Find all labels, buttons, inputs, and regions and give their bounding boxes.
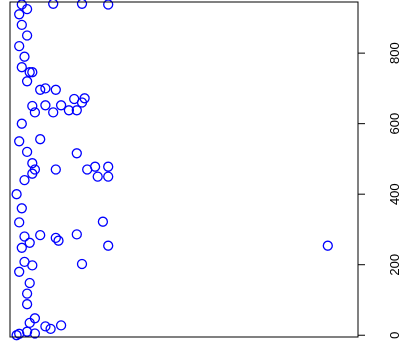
y-tick-label: 0 <box>387 332 402 339</box>
data-point <box>103 240 114 251</box>
data-point <box>71 229 82 240</box>
data-point <box>35 84 46 95</box>
data-point <box>35 134 46 145</box>
data-point <box>97 216 109 227</box>
data-point <box>71 105 82 116</box>
data-point <box>27 100 38 112</box>
data-point <box>29 328 41 339</box>
data-point <box>76 258 88 270</box>
data-point <box>63 105 75 116</box>
data-point <box>48 0 59 9</box>
data-point <box>103 161 114 172</box>
data-point <box>14 136 25 147</box>
data-point <box>50 164 61 175</box>
data-point <box>27 260 38 271</box>
data-point <box>14 266 25 277</box>
data-point <box>16 118 27 129</box>
y-tick-label: 400 <box>387 183 402 205</box>
data-point <box>19 231 30 242</box>
data-point <box>55 100 67 111</box>
data-point <box>27 67 38 78</box>
y-tick-label: 200 <box>387 254 402 276</box>
data-point <box>16 19 27 31</box>
data-point <box>55 320 67 331</box>
y-tick-label: 800 <box>387 42 402 64</box>
data-point <box>14 40 25 52</box>
data-point <box>16 0 27 10</box>
data-point <box>71 148 82 159</box>
data-point <box>24 67 35 78</box>
data-point <box>16 242 27 253</box>
data-point <box>35 229 46 241</box>
data-point <box>19 174 30 186</box>
data-point <box>76 0 88 9</box>
data-point <box>92 171 103 182</box>
data-point <box>21 76 33 87</box>
data-point <box>40 83 51 94</box>
data-point <box>21 30 33 41</box>
data-point <box>29 313 41 324</box>
data-point <box>21 288 33 299</box>
data-point <box>14 9 25 20</box>
data-point <box>21 299 33 310</box>
data-point <box>14 217 25 228</box>
points-layer <box>11 0 333 341</box>
data-point <box>69 93 80 105</box>
data-point <box>79 93 90 104</box>
data-point <box>53 235 64 246</box>
y-axis: 0 200 400 600 800 <box>357 42 402 339</box>
data-point <box>89 161 101 172</box>
data-point <box>27 168 38 179</box>
data-point <box>45 323 56 335</box>
data-point <box>29 107 41 118</box>
data-point <box>40 100 51 111</box>
data-point <box>11 330 22 341</box>
data-point <box>24 237 35 248</box>
data-point <box>14 328 25 339</box>
data-point <box>322 240 333 251</box>
y-tick-label: 600 <box>387 113 402 135</box>
data-point <box>24 277 35 289</box>
data-point <box>50 84 61 95</box>
data-point <box>16 203 27 214</box>
data-point <box>40 321 51 332</box>
data-point <box>50 232 61 244</box>
data-point <box>103 171 114 182</box>
data-point <box>103 0 114 10</box>
data-point <box>19 51 30 62</box>
data-point <box>16 62 27 73</box>
data-point <box>21 146 33 158</box>
data-point <box>11 189 22 200</box>
data-point <box>27 158 38 169</box>
data-point <box>48 107 59 118</box>
